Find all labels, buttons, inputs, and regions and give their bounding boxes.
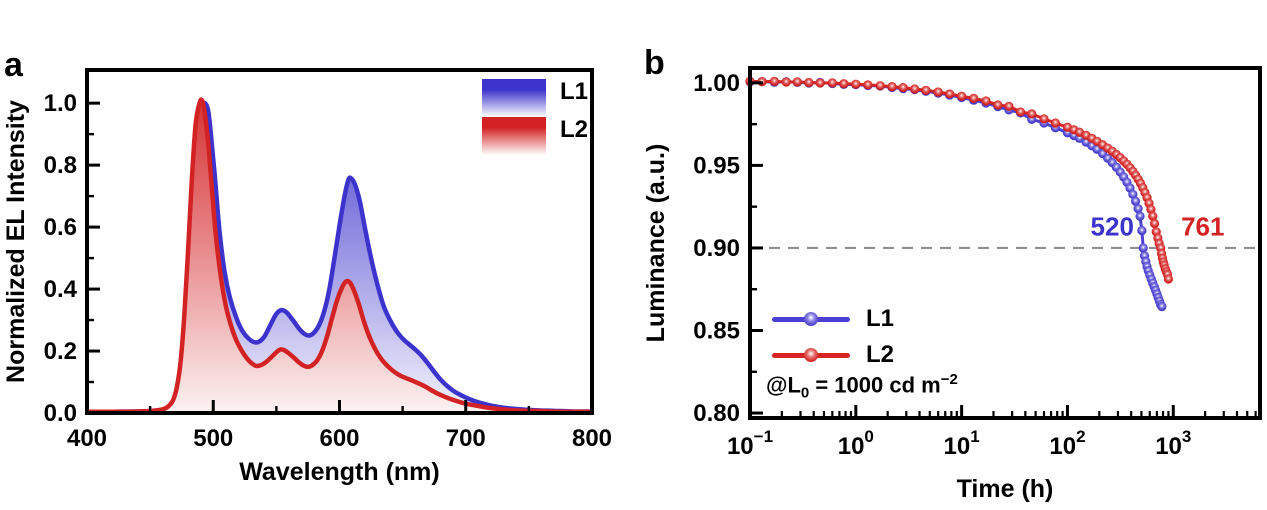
- lt90-annotation-761: 761: [1181, 212, 1224, 242]
- panel-a-plot-area: [87, 97, 592, 413]
- data-point-marker: [1004, 101, 1014, 111]
- data-point-marker: [804, 77, 814, 88]
- decay-markers-l1: [745, 76, 1167, 312]
- legend-panel-a: L1 L2: [482, 79, 588, 155]
- panel-a-label: a: [4, 46, 23, 84]
- l1-line-marker: [772, 312, 850, 326]
- data-point-marker: [1015, 107, 1026, 117]
- note-superscript: −2: [940, 371, 958, 388]
- y-tick-label: 0.6: [44, 214, 77, 241]
- data-point-marker: [898, 83, 908, 93]
- lt90-annotation-520: 520: [1091, 212, 1134, 242]
- panel-b-xaxis-title: Time (h): [957, 475, 1054, 503]
- data-point-marker: [1163, 274, 1174, 284]
- data-point-marker: [863, 80, 873, 90]
- panel-a-yaxis-title: Normalized EL Intensity: [2, 100, 30, 383]
- y-tick-label: 0.8: [44, 152, 77, 179]
- data-point-marker: [851, 79, 861, 89]
- spectrum-curve-l2: [87, 97, 592, 413]
- data-point-marker: [933, 87, 943, 97]
- x-tick-label: 800: [572, 425, 612, 452]
- data-point-marker: [1137, 226, 1147, 236]
- data-point-marker: [827, 78, 837, 88]
- data-point-marker: [1050, 118, 1061, 128]
- x-tick-label: 400: [67, 425, 107, 452]
- legend-a-item-l2: L2: [482, 117, 588, 155]
- y-tick-label: 0.85: [693, 318, 740, 345]
- note-subscript: 0: [800, 384, 810, 402]
- data-point-marker: [969, 93, 979, 103]
- legend-b-item-l1: L1: [772, 301, 894, 337]
- legend-a-item-l1: L1: [482, 79, 588, 117]
- x-tick-label: 100: [838, 427, 874, 460]
- data-point-marker: [1027, 109, 1037, 119]
- decay-markers-l2: [745, 76, 1174, 284]
- data-point-marker: [1149, 218, 1160, 229]
- data-point-marker: [957, 91, 967, 101]
- y-tick-label: 0.90: [693, 235, 740, 262]
- data-point-marker: [1128, 189, 1138, 199]
- data-point-marker: [1157, 301, 1167, 312]
- data-point-marker: [993, 100, 1003, 110]
- x-tick-label: 600: [319, 425, 359, 452]
- legend-b-item-l2: L2: [772, 337, 894, 373]
- y-tick-label: 0.95: [693, 152, 740, 179]
- l1-ball-marker-icon: [804, 312, 818, 326]
- data-point-marker: [839, 79, 849, 89]
- note-mid: = 1000 cd m: [809, 372, 941, 398]
- data-point-marker: [910, 84, 920, 94]
- data-point-marker: [921, 85, 931, 95]
- panel-a-xaxis-title: Wavelength (nm): [239, 458, 439, 486]
- x-tick-label: 10−1: [727, 427, 773, 460]
- data-point-marker: [1135, 211, 1145, 221]
- x-tick-label: 103: [1155, 427, 1191, 460]
- data-point-marker: [945, 89, 955, 99]
- data-point-marker: [781, 77, 791, 87]
- y-tick-label: 0.4: [44, 276, 78, 303]
- l2-ball-marker-icon: [804, 348, 818, 362]
- spectrum-fill-l2: [87, 99, 592, 413]
- decay-line-l2: [749, 79, 1170, 280]
- legend-a-label-l1: L1: [560, 78, 589, 105]
- panel-b-label: b: [644, 44, 665, 82]
- panel-a-frame: [85, 68, 594, 415]
- y-tick-label: 0.0: [44, 400, 77, 427]
- data-point-marker: [875, 81, 885, 91]
- panel-b-frame: [748, 66, 1262, 420]
- x-tick-label: 700: [446, 425, 486, 452]
- l1-gradient-swatch: [482, 79, 546, 117]
- note-prefix: @L: [766, 372, 801, 398]
- data-point-marker: [1130, 196, 1141, 206]
- x-tick-label: 101: [944, 427, 980, 460]
- x-tick-label: 500: [193, 425, 233, 452]
- data-point-marker: [1039, 114, 1049, 124]
- data-point-marker: [815, 78, 825, 88]
- legend-b-label-l2: L2: [866, 341, 895, 368]
- data-point-marker: [792, 77, 802, 87]
- x-tick-label: 102: [1049, 427, 1085, 460]
- y-tick-label: 1.00: [693, 70, 740, 97]
- data-point-marker: [769, 76, 779, 86]
- panel-b-yaxis-title: Luminance (a.u.): [642, 144, 670, 343]
- decay-line-l1: [749, 80, 1164, 308]
- data-point-marker: [1133, 204, 1143, 214]
- data-point-marker: [1148, 211, 1158, 221]
- initial-luminance-note: @L0 = 1000 cd m−2: [766, 371, 958, 402]
- data-point-marker: [981, 96, 991, 106]
- legend-a-label-l2: L2: [560, 116, 589, 143]
- legend-b-label-l1: L1: [866, 305, 895, 332]
- legend-panel-b: L1 L2: [772, 301, 894, 373]
- y-tick-label: 0.2: [44, 338, 77, 365]
- l2-line-marker: [772, 348, 850, 362]
- l2-gradient-swatch: [482, 117, 546, 155]
- data-point-marker: [887, 82, 897, 92]
- data-point-marker: [1138, 243, 1148, 253]
- y-tick-label: 0.80: [693, 400, 740, 427]
- y-tick-label: 1.0: [44, 90, 77, 117]
